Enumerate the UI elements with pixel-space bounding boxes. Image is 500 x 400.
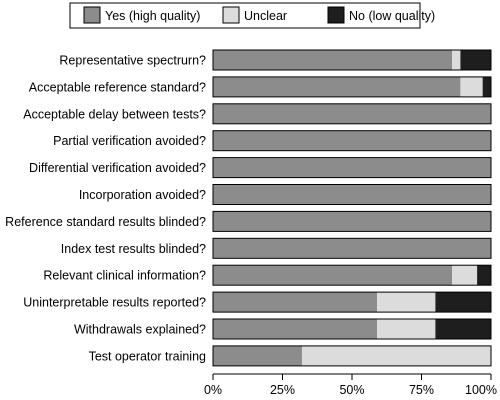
category-label: Incorporation avoided?: [79, 188, 206, 202]
row-uninterpretable-results-reported: Uninterpretable results reported?: [23, 291, 492, 313]
row-acceptable-delay-between-tests: Acceptable delay between tests?: [23, 103, 492, 125]
category-label: Differential verification avoided?: [29, 161, 206, 175]
bar-outline: [212, 157, 492, 179]
legend-swatch-unclear: [222, 6, 240, 24]
bar-segment-yes-high-quality: [213, 76, 461, 97]
category-label: Acceptable reference standard?: [29, 80, 206, 94]
category-label: Relevant clinical information?: [43, 269, 206, 283]
bar-segment-no-low-quality: [460, 50, 491, 70]
row-incorporation-avoided: Incorporation avoided?: [79, 184, 492, 205]
bar-outline: [212, 237, 492, 259]
row-partial-verification-avoided: Partial verification avoided?: [53, 130, 492, 152]
legend-label-unclear: Unclear: [244, 9, 287, 23]
bar-segment-yes-high-quality: [213, 211, 491, 232]
bar-outline: [212, 76, 492, 98]
x-tick-label: 100%: [465, 383, 497, 397]
bar-segment-yes-high-quality: [213, 319, 378, 339]
bar-segment-yes-high-quality: [213, 238, 491, 259]
bar-segment-yes-high-quality: [213, 345, 302, 366]
bar-segment-yes-high-quality: [213, 265, 453, 286]
legend: Yes (high quality) Unclear No (low quality…: [69, 2, 435, 29]
bar-segment-yes-high-quality: [213, 184, 491, 205]
bar-segment-yes-high-quality: [213, 50, 453, 70]
x-tick-label: 0%: [204, 383, 222, 397]
bar-segment-yes-high-quality: [213, 130, 491, 151]
category-label: Representative spectrurn?: [59, 54, 206, 68]
bar-segment-unclear: [460, 76, 483, 97]
bar-outline: [212, 210, 492, 232]
bar-outline: [212, 345, 492, 367]
bar-segment-no-low-quality: [435, 292, 491, 313]
bar-outline: [212, 291, 492, 313]
bar-segment-yes-high-quality: [213, 157, 491, 178]
legend-swatch-no-low-quality: [327, 6, 345, 24]
x-tick-label: 50%: [339, 383, 364, 397]
x-tick-label: 75%: [409, 383, 434, 397]
row-relevant-clinical-information: Relevant clinical information?: [43, 264, 492, 286]
category-label: Withdrawals explained?: [74, 323, 206, 337]
category-label: Reference standard results blinded?: [5, 215, 206, 229]
bar-segment-unclear: [377, 319, 436, 339]
x-tick-label: 25%: [270, 383, 295, 397]
bar-segment-unclear: [452, 265, 478, 286]
category-label: Uninterpretable results reported?: [23, 296, 206, 310]
bar-outline: [212, 318, 492, 340]
legend-swatch-yes-high-quality: [83, 6, 101, 24]
row-reference-standard-results-blinded: Reference standard results blinded?: [5, 210, 492, 232]
row-index-test-results-blinded: Index test results blinded?: [61, 237, 492, 259]
bar-rows: Representative spectrurn? Acceptable refe…: [5, 49, 492, 367]
bar-outline: [212, 184, 492, 205]
legend-box: [69, 2, 421, 29]
category-label: Test operator training: [89, 349, 206, 363]
bar-segment-no-low-quality: [482, 76, 491, 97]
bar-segment-unclear: [452, 50, 461, 70]
bar-segment-yes-high-quality: [213, 292, 378, 313]
bar-segment-unclear: [377, 292, 436, 313]
bar-outline: [212, 130, 492, 152]
category-label: Index test results blinded?: [61, 242, 206, 256]
row-differential-verification-avoided: Differential verification avoided?: [29, 157, 492, 179]
legend-label-yes-high-quality: Yes (high quality): [105, 9, 200, 23]
bar-outline: [212, 103, 492, 125]
x-axis: 0% 25% 50% 75% 100%: [204, 373, 497, 397]
row-representative-spectrurn: Representative spectrurn?: [59, 49, 492, 71]
bar-segment-no-low-quality: [435, 319, 491, 339]
category-label: Acceptable delay between tests?: [23, 107, 206, 121]
bar-outline: [212, 49, 492, 71]
legend-label-no-low-quality: No (low quality): [349, 9, 435, 23]
row-test-operator-training: Test operator training: [89, 345, 492, 367]
bar-segment-unclear: [301, 345, 491, 366]
category-label: Partial verification avoided?: [53, 134, 206, 148]
bar-segment-yes-high-quality: [213, 103, 491, 124]
row-withdrawals-explained: Withdrawals explained?: [74, 318, 492, 340]
row-acceptable-reference-standard: Acceptable reference standard?: [29, 76, 492, 98]
bar-segment-no-low-quality: [477, 265, 491, 286]
bar-outline: [212, 264, 492, 286]
